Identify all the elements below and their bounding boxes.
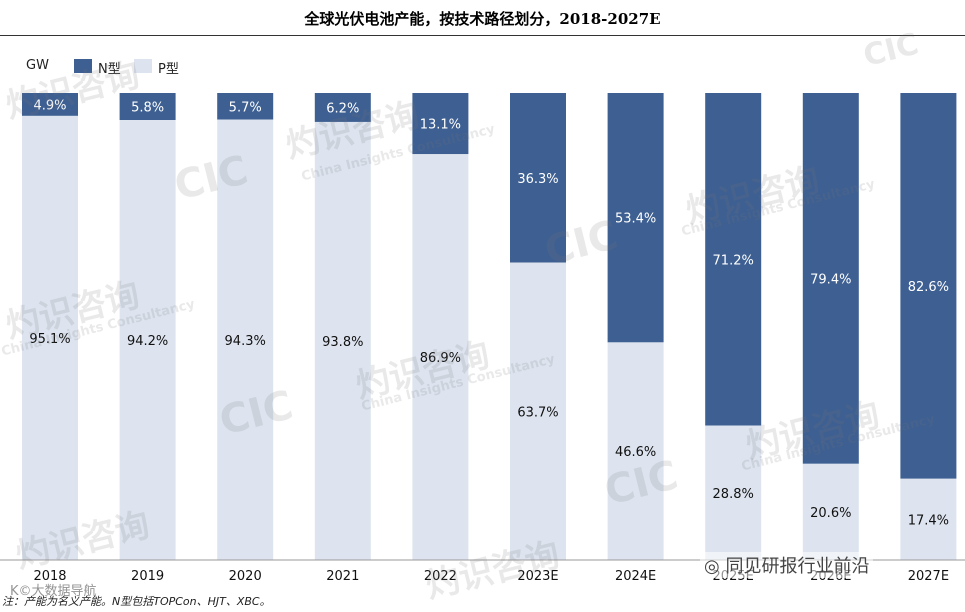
bar-n-type — [412, 93, 469, 155]
data-label-n-type: 36.3% — [517, 172, 558, 187]
data-label-p-type: 46.6% — [615, 445, 656, 460]
wechat-badge: K©大数据导航 — [10, 584, 97, 599]
x-tick-label: 2018 — [33, 569, 66, 584]
bar-p-type — [705, 425, 762, 560]
bar-n-type — [510, 93, 566, 263]
bar-n-type — [802, 93, 859, 464]
x-tick-label: 2023E — [517, 569, 558, 584]
data-label-n-type: 53.4% — [615, 212, 656, 227]
x-tick-label: 2024E — [615, 569, 656, 584]
x-tick-label: 2027E — [908, 569, 949, 584]
unit-label: GW — [26, 58, 49, 73]
wechat-icon: ◎ — [704, 556, 720, 577]
data-label-p-type: 28.8% — [713, 487, 754, 502]
data-label-p-type: 20.6% — [810, 506, 851, 521]
bar-p-type — [607, 342, 664, 560]
chart-title: 全球光伏电池产能，按技术路径划分，2018-2027E — [304, 10, 661, 28]
bar-p-type — [119, 120, 176, 560]
footnote: 注：产能为名义产能。N型包括TOPCon、HJT、XBC。 — [2, 595, 271, 608]
bar-p-type — [314, 121, 371, 560]
wechat-source-label: ◎ 同见研报行业前沿 — [700, 552, 874, 578]
data-label-p-type: 94.3% — [225, 334, 266, 349]
data-label-p-type: 63.7% — [517, 405, 558, 420]
bar-n-type — [900, 93, 957, 479]
data-label-n-type: 82.6% — [908, 280, 949, 295]
data-label-p-type: 93.8% — [322, 335, 363, 350]
bar-p-type — [802, 463, 859, 560]
title-divider — [0, 35, 965, 36]
data-label-p-type: 86.9% — [420, 351, 461, 366]
data-label-n-type: 6.2% — [326, 101, 359, 116]
legend-swatch-n-type — [74, 59, 92, 73]
data-label-n-type: 5.7% — [229, 100, 262, 115]
legend-swatch-p-type — [134, 59, 152, 73]
x-tick-label: 2022 — [424, 569, 457, 584]
bar-n-type — [22, 93, 78, 116]
legend-label-n-type: N型 — [98, 62, 121, 77]
x-tick-label: 2021 — [326, 569, 359, 584]
data-label-n-type: 71.2% — [713, 253, 754, 268]
x-tick-label: 2019 — [131, 569, 164, 584]
bar-n-type — [119, 93, 176, 121]
bar-n-type — [607, 93, 664, 343]
data-label-p-type: 94.2% — [127, 334, 168, 349]
bar-n-type — [705, 93, 762, 426]
bar-p-type — [412, 154, 469, 560]
legend-label-p-type: P型 — [158, 62, 179, 77]
x-tick-label: 2020 — [229, 569, 262, 584]
bar-p-type — [510, 262, 566, 560]
wechat-source-text: 同见研报行业前沿 — [725, 556, 870, 577]
data-label-p-type: 17.4% — [908, 513, 949, 528]
bar-p-type — [900, 478, 957, 560]
data-label-n-type: 79.4% — [810, 272, 851, 287]
data-label-p-type: 95.1% — [29, 332, 70, 347]
bar-n-type — [314, 93, 371, 122]
bar-p-type — [22, 115, 78, 561]
data-label-n-type: 5.8% — [131, 101, 164, 116]
data-label-n-type: 4.9% — [33, 98, 66, 113]
data-label-n-type: 13.1% — [420, 118, 461, 133]
bar-p-type — [217, 119, 274, 560]
bar-n-type — [217, 93, 274, 120]
